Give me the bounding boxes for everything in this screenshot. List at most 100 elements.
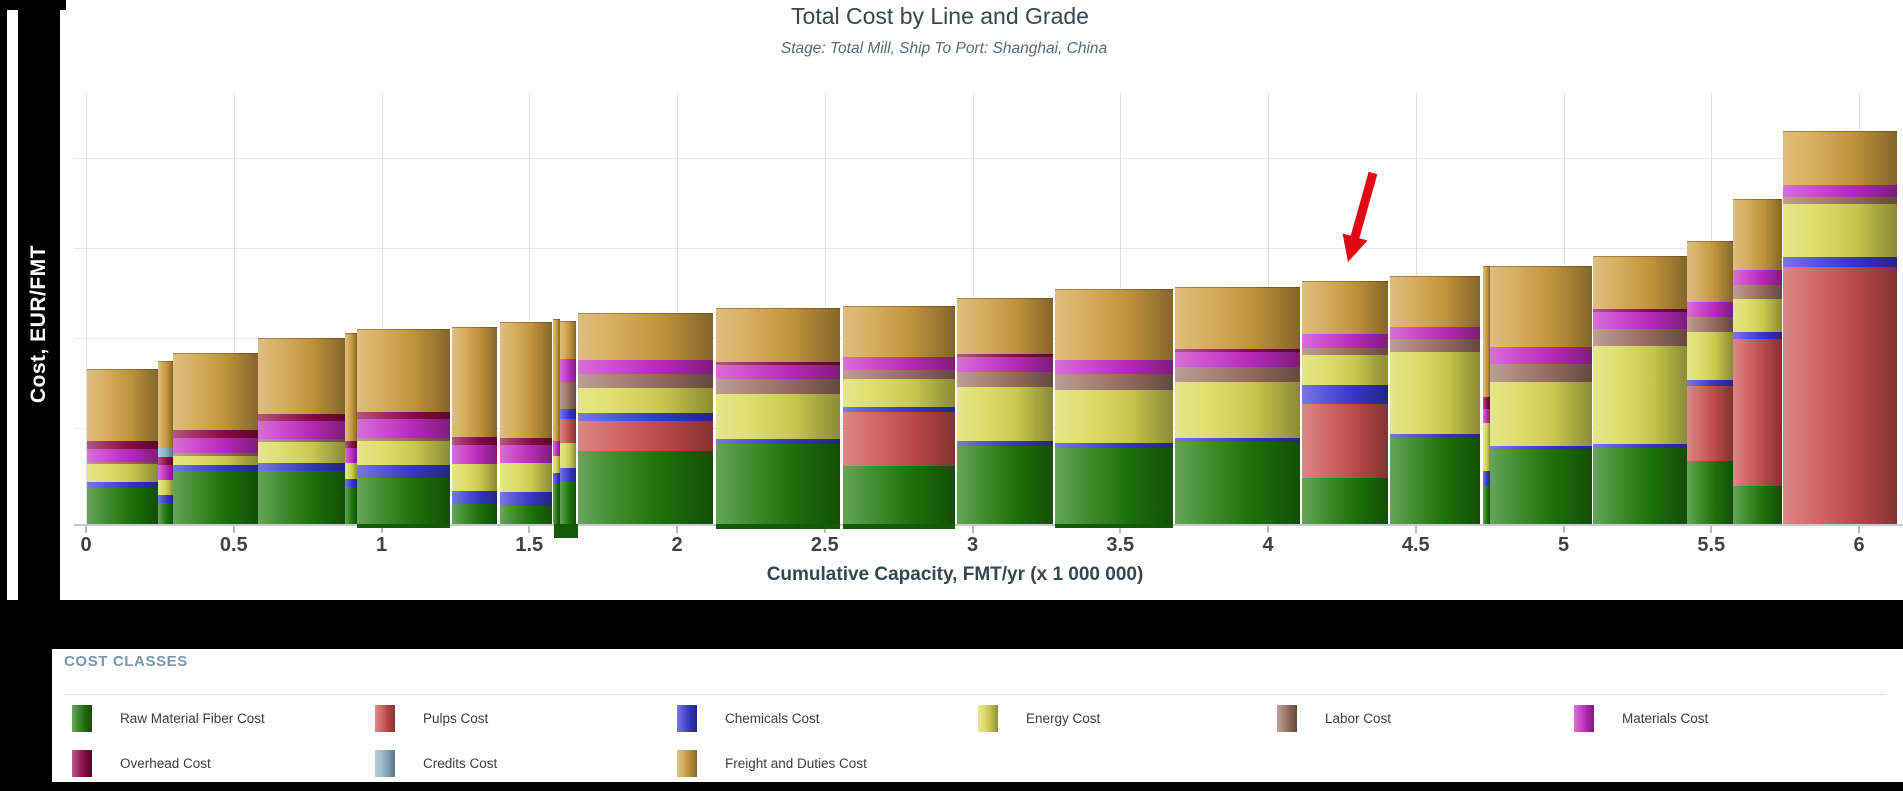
bar-segment-credits[interactable] bbox=[158, 448, 173, 458]
bar-segment-fiber[interactable] bbox=[1175, 442, 1300, 525]
stacked-bar[interactable] bbox=[158, 361, 173, 524]
bar-segment-chem[interactable] bbox=[1490, 446, 1592, 451]
bar-segment-energy[interactable] bbox=[1593, 345, 1687, 445]
bar-segment-chem[interactable] bbox=[553, 473, 560, 484]
bar-segment-freight[interactable] bbox=[1490, 266, 1592, 347]
bar-segment-energy[interactable] bbox=[345, 463, 357, 480]
bar-segment-fiber[interactable] bbox=[1055, 448, 1173, 524]
bar-segment-ovh[interactable] bbox=[452, 437, 497, 446]
bar-segment-chem[interactable] bbox=[843, 406, 955, 412]
bar-segment-energy[interactable] bbox=[500, 463, 552, 493]
bar-segment-pulps[interactable] bbox=[1302, 404, 1388, 479]
bar-segment-chem[interactable] bbox=[452, 491, 497, 505]
bar-segment-fiber[interactable] bbox=[1490, 450, 1592, 525]
bar-segment-ovh[interactable] bbox=[716, 361, 840, 365]
bar-segment-mat[interactable] bbox=[560, 358, 576, 382]
bar-segment-labor[interactable] bbox=[1302, 347, 1388, 355]
bar-segment-mat[interactable] bbox=[345, 448, 357, 464]
bar-segment-freight[interactable] bbox=[716, 308, 840, 362]
bar-segment-ovh[interactable] bbox=[258, 413, 345, 421]
stacked-bar[interactable] bbox=[1302, 281, 1388, 524]
bar-segment-energy[interactable] bbox=[452, 464, 497, 492]
bar-segment-ovh[interactable] bbox=[1593, 308, 1687, 312]
bar-segment-energy[interactable] bbox=[357, 441, 450, 466]
stacked-bar[interactable] bbox=[1175, 287, 1300, 525]
bar-segment-mat[interactable] bbox=[1483, 409, 1490, 424]
bar-segment-freight[interactable] bbox=[843, 306, 955, 357]
bar-segment-pulps[interactable] bbox=[560, 418, 576, 444]
bar-segment-energy[interactable] bbox=[258, 442, 345, 464]
bar-segment-energy[interactable] bbox=[957, 386, 1053, 442]
bar-segment-ovh[interactable] bbox=[173, 429, 258, 438]
bar-segment-chem[interactable] bbox=[1687, 379, 1733, 386]
stacked-bar[interactable] bbox=[843, 306, 955, 524]
bar-segment-mat[interactable] bbox=[158, 465, 173, 481]
bar-segment-freight[interactable] bbox=[1175, 287, 1300, 349]
bar-segment-mat[interactable] bbox=[87, 448, 158, 463]
bar-segment-labor[interactable] bbox=[258, 439, 345, 443]
bar-segment-freight[interactable] bbox=[452, 327, 497, 438]
bar-segment-fiber[interactable] bbox=[158, 503, 173, 524]
bar-segment-labor[interactable] bbox=[843, 369, 955, 379]
bar-segment-freight[interactable] bbox=[173, 353, 258, 430]
bar-segment-energy[interactable] bbox=[1783, 203, 1897, 257]
bar-segment-mat[interactable] bbox=[1390, 326, 1480, 339]
bar-segment-pulps[interactable] bbox=[843, 411, 955, 467]
stacked-bar[interactable] bbox=[173, 353, 258, 525]
bar-segment-mat[interactable] bbox=[843, 356, 955, 370]
bar-segment-fiber[interactable] bbox=[500, 506, 552, 524]
bar-segment-energy[interactable] bbox=[560, 443, 576, 469]
bar-segment-fiber[interactable] bbox=[173, 471, 258, 525]
bar-segment-fiber[interactable] bbox=[1302, 478, 1388, 524]
bar-segment-energy[interactable] bbox=[1390, 351, 1480, 435]
bar-segment-labor[interactable] bbox=[1490, 363, 1592, 382]
bar-segment-freight[interactable] bbox=[1390, 276, 1480, 327]
bar-segment-energy[interactable] bbox=[1687, 331, 1733, 380]
bar-segment-freight[interactable] bbox=[1687, 241, 1733, 302]
bar-segment-labor[interactable] bbox=[173, 453, 258, 457]
bar-segment-fiber[interactable] bbox=[345, 487, 357, 525]
stacked-bar[interactable] bbox=[1733, 199, 1782, 525]
bar-segment-fiber[interactable] bbox=[87, 488, 158, 525]
bar-segment-ovh[interactable] bbox=[158, 457, 173, 466]
bar-segment-fiber[interactable] bbox=[560, 481, 576, 524]
bar-segment-freight[interactable] bbox=[560, 321, 576, 359]
bar-segment-chem[interactable] bbox=[1783, 256, 1897, 267]
bar-segment-fiber[interactable] bbox=[452, 504, 497, 524]
bar-segment-freight[interactable] bbox=[957, 298, 1053, 354]
bar-segment-labor[interactable] bbox=[1687, 316, 1733, 332]
bar-segment-fiber[interactable] bbox=[578, 451, 713, 524]
bar-segment-fiber[interactable] bbox=[957, 446, 1053, 524]
bar-segment-mat[interactable] bbox=[500, 445, 552, 464]
stacked-bar[interactable] bbox=[1055, 289, 1173, 524]
bar-segment-chem[interactable] bbox=[1390, 434, 1480, 439]
bar-segment-chem[interactable] bbox=[1483, 471, 1490, 487]
bar-segment-fiber[interactable] bbox=[1483, 486, 1490, 525]
bar-segment-energy[interactable] bbox=[843, 378, 955, 407]
bar-segment-chem[interactable] bbox=[1302, 384, 1388, 405]
bar-segment-energy[interactable] bbox=[1483, 423, 1490, 472]
bar-segment-fiber[interactable] bbox=[258, 471, 345, 524]
bar-segment-chem[interactable] bbox=[158, 495, 173, 504]
bar-segment-chem[interactable] bbox=[258, 463, 345, 472]
bar-segment-fiber[interactable] bbox=[843, 466, 955, 524]
bar-segment-mat[interactable] bbox=[1490, 346, 1592, 364]
bar-segment-fiber[interactable] bbox=[1390, 438, 1480, 525]
stacked-bar[interactable] bbox=[1490, 266, 1592, 525]
bar-segment-freight[interactable] bbox=[1055, 289, 1173, 360]
bar-segment-freight[interactable] bbox=[345, 333, 357, 442]
bar-segment-chem[interactable] bbox=[87, 482, 158, 489]
bar-segment-ovh[interactable] bbox=[957, 353, 1053, 357]
bar-segment-labor[interactable] bbox=[716, 378, 840, 394]
bar-segment-mat[interactable] bbox=[1687, 301, 1733, 317]
bar-segment-ovh[interactable] bbox=[500, 438, 552, 446]
stacked-bar[interactable] bbox=[716, 308, 840, 524]
stacked-bar[interactable] bbox=[1483, 266, 1490, 525]
bar-segment-freight[interactable] bbox=[87, 369, 158, 441]
bar-segment-freight[interactable] bbox=[1593, 256, 1687, 309]
bar-segment-freight[interactable] bbox=[1302, 281, 1388, 334]
bar-segment-pulps[interactable] bbox=[578, 421, 713, 452]
bar-segment-labor[interactable] bbox=[357, 438, 450, 442]
bar-segment-energy[interactable] bbox=[158, 480, 173, 496]
bar-segment-chem[interactable] bbox=[357, 465, 450, 479]
